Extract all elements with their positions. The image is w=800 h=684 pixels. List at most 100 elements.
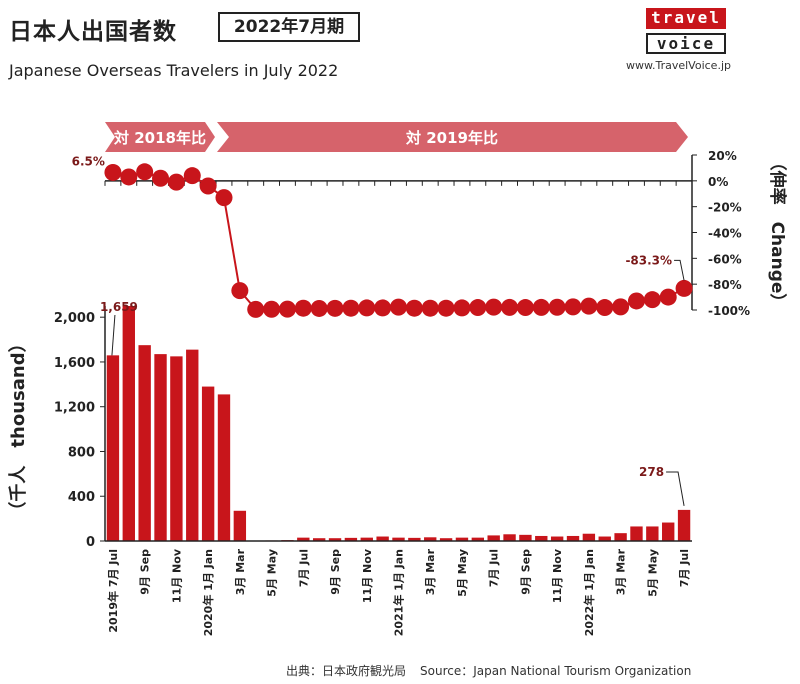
change-axis: -100% -80% -60% -40% -20% 0% 20% （伸率 Change） (104, 149, 788, 318)
month-tick-label: 9月 Sep (329, 549, 342, 595)
change-point (104, 163, 122, 181)
change-point (453, 299, 471, 317)
change-point (152, 169, 170, 187)
travelers-bar (614, 533, 627, 541)
month-tick-label: 5月 May (646, 549, 659, 597)
month-tick-label: 3月 Mar (615, 548, 628, 595)
travelers-bar (519, 534, 532, 541)
travelers-end-label: 278 (639, 465, 664, 479)
month-tick-label: 5月 May (456, 549, 469, 597)
change-point (342, 299, 360, 317)
travelers-axis-tick-label: 800 (68, 445, 95, 460)
travelers-bar (122, 306, 135, 541)
travelers-bar (439, 538, 453, 541)
change-point (548, 298, 566, 316)
travelers-bar (376, 536, 389, 541)
travelers-bar (106, 355, 120, 541)
change-point (532, 298, 550, 316)
travelers-bar (217, 394, 231, 541)
page-title: 日本人出国者数 (9, 19, 177, 45)
month-tick-label: 11月 Nov (170, 548, 183, 603)
change-axis-label: （伸率 Change） (767, 154, 788, 311)
change-axis-tick-label: 20% (708, 149, 737, 163)
change-axis-tick-label: -80% (708, 278, 742, 292)
travelers-bar (471, 537, 485, 541)
change-point (136, 163, 154, 181)
change-point (310, 299, 328, 317)
month-tick-label: 9月 Sep (519, 549, 532, 595)
travelers-bar (201, 386, 215, 541)
change-point (469, 299, 487, 317)
source-en: Source：Japan National Tourism Organizati… (420, 664, 692, 678)
change-point (183, 167, 201, 185)
travelers-bar (154, 354, 167, 541)
travelers-bar (487, 535, 500, 541)
travelers-bar (344, 537, 358, 541)
change-line (112, 170, 685, 311)
change-point (326, 299, 344, 317)
change-point (612, 298, 630, 316)
travelers-bar (455, 537, 469, 541)
change-start-label: 6.5% (72, 154, 105, 168)
month-tick-label: 2020年 1月 Jan (201, 549, 215, 636)
logo-url-link[interactable]: www.TravelVoice.jp (626, 59, 731, 72)
change-end-leader (674, 259, 685, 281)
change-point (167, 173, 185, 191)
change-point (421, 299, 439, 317)
travelers-bar (328, 538, 342, 541)
month-tick-label: 11月 Nov (551, 548, 564, 603)
month-tick-label: 7月 Jul (678, 549, 691, 587)
banner-2018-shape (105, 122, 215, 152)
change-point (231, 282, 249, 300)
month-tick-label: 2022年 1月 Jan (582, 549, 596, 636)
travelers-bar (297, 537, 310, 541)
change-point (437, 299, 455, 317)
change-point (263, 300, 281, 318)
travelers-bar (233, 510, 247, 541)
change-axis-tick-label: -40% (708, 227, 742, 241)
change-point (278, 300, 296, 318)
change-point (659, 288, 677, 306)
month-tick-label: 7月 Jul (297, 549, 310, 587)
change-axis-tick-label: -100% (708, 304, 750, 318)
month-tick-label: 2019年 7月 Jul (106, 549, 120, 633)
period-badge: 2022年7月期 (218, 12, 360, 42)
travelers-bar (170, 356, 183, 541)
change-point (580, 297, 598, 315)
travelers-bar (186, 349, 199, 541)
source-note: 出典：日本政府観光局 Source：Japan National Tourism … (286, 662, 691, 679)
change-point (120, 168, 138, 186)
change-end-label: -83.3% (625, 253, 672, 267)
change-line-series: 6.5% -83.3% (72, 154, 693, 318)
page-subtitle: Japanese Overseas Travelers in July 2022 (9, 61, 339, 80)
travelers-bar (312, 538, 326, 541)
change-point (485, 298, 503, 316)
travelers-start-label: 1,659 (100, 300, 138, 314)
change-axis-tick-label: 0% (708, 175, 728, 189)
travelers-axis-tick-label: 400 (68, 490, 95, 505)
month-axis: 2019年 7月 Jul 9月 Sep 11月 Nov 2020年 1月 Jan 3月 … (105, 540, 692, 636)
travelers-bar (566, 535, 580, 541)
change-point (294, 299, 312, 317)
change-point (675, 279, 693, 297)
travelers-bar (408, 537, 421, 541)
month-tick-label: 5月 May (266, 549, 279, 597)
travelvoice-logo[interactable]: travel voice (646, 8, 726, 54)
change-point (405, 299, 423, 317)
travelers-bar (535, 535, 548, 541)
source-jp: 出典：日本政府観光局 (286, 664, 407, 678)
logo-top-text: travel (646, 8, 726, 29)
month-tick-label: 7月 Jul (488, 549, 501, 587)
change-axis-tick-label: -20% (708, 201, 742, 215)
change-point (215, 189, 233, 207)
comparison-banners: 対 2018年比 対 2019年比 (105, 122, 688, 152)
travelers-bar (582, 533, 596, 541)
change-point (627, 292, 645, 310)
travelers-bar-series: 1,659 278 (100, 300, 691, 542)
change-point (358, 299, 376, 317)
change-point (564, 298, 582, 316)
travelers-bar (392, 537, 405, 541)
month-tick-label: 3月 Mar (234, 548, 247, 595)
month-tick-label: 3月 Mar (424, 548, 437, 595)
